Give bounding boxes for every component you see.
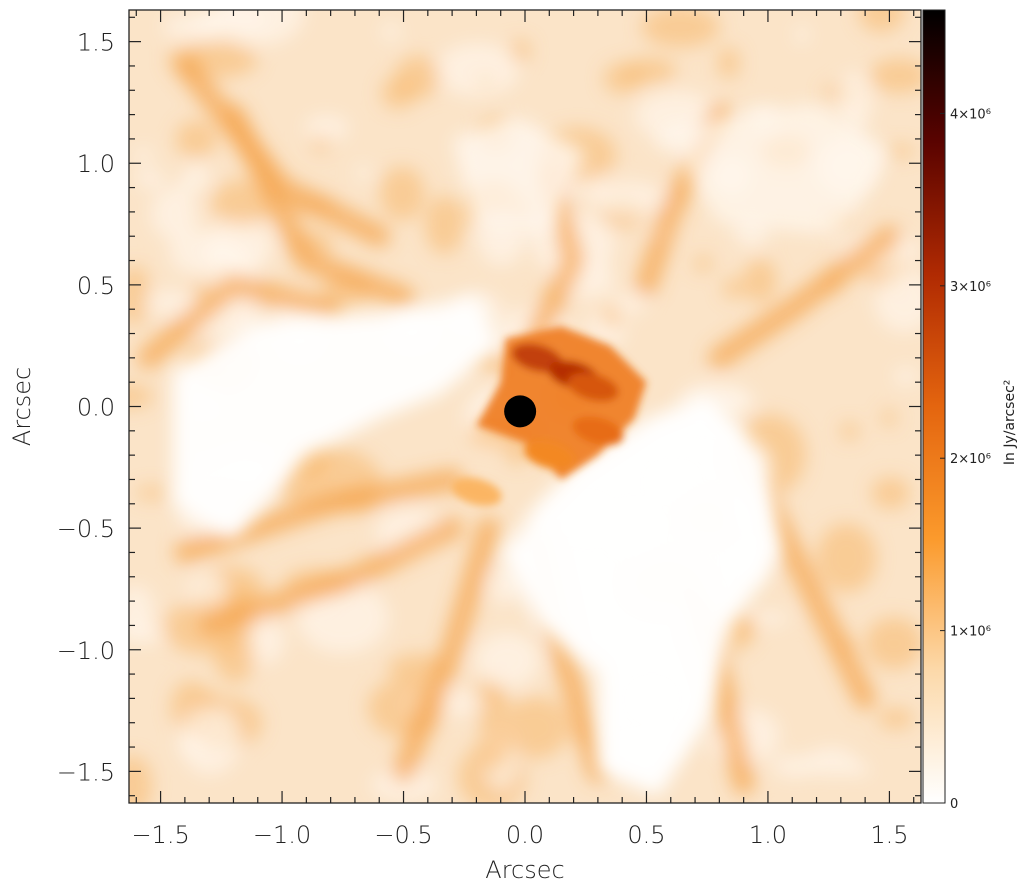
y-tick-label: −0.5	[57, 515, 115, 543]
axis-ticks	[129, 10, 921, 803]
y-tick-label: −1.0	[57, 637, 115, 665]
y-axis-label: Arcsec	[8, 367, 36, 446]
low-intensity-lobes	[172, 102, 890, 796]
y-tick-label: 1.0	[77, 150, 115, 178]
colorbar-label: In Jy/arcsec²	[1002, 380, 1018, 466]
x-axis-label: Arcsec	[485, 856, 564, 882]
intensity-feature-1	[511, 343, 563, 373]
intensity-feature-6	[451, 477, 502, 506]
colorbar-tick-label: 2×10⁶	[950, 452, 991, 467]
intensity-feature-3	[567, 372, 619, 402]
colorbar-tick-label: 0	[950, 797, 958, 812]
bright-core-region	[451, 326, 647, 506]
intensity-map	[129, 10, 921, 803]
y-tick-label: 1.5	[77, 29, 115, 57]
x-tick-label: 1.5	[870, 821, 908, 849]
x-axis-tick-labels: −1.5 −1.0 −0.5 0.0 0.5 1.0 1.5	[131, 821, 908, 849]
intensity-feature-5	[523, 440, 575, 470]
colorbar-ticks: 0 1×10⁶ 2×10⁶ 3×10⁶ 4×10⁶	[940, 107, 991, 812]
colorbar-tick-label: 1×10⁶	[950, 625, 991, 640]
y-tick-label: 0.5	[77, 272, 115, 300]
x-tick-label: −1.0	[253, 821, 311, 849]
x-tick-label: −1.5	[131, 821, 189, 849]
y-tick-label: −1.5	[57, 758, 115, 786]
x-tick-label: 0.5	[627, 821, 665, 849]
colorbar-tick-label: 3×10⁶	[950, 280, 991, 295]
y-tick-label: 0.0	[77, 394, 115, 422]
peak-source	[504, 395, 537, 428]
x-tick-label: −0.5	[374, 821, 432, 849]
colorbar	[922, 9, 946, 804]
colorbar-tick-label: 4×10⁶	[950, 107, 991, 122]
y-axis-tick-labels: 1.5 1.0 0.5 0.0 −0.5 −1.0 −1.5	[57, 29, 115, 787]
x-tick-label: 0.0	[506, 821, 544, 849]
x-tick-label: 1.0	[749, 821, 787, 849]
intensity-feature-4	[572, 416, 624, 446]
